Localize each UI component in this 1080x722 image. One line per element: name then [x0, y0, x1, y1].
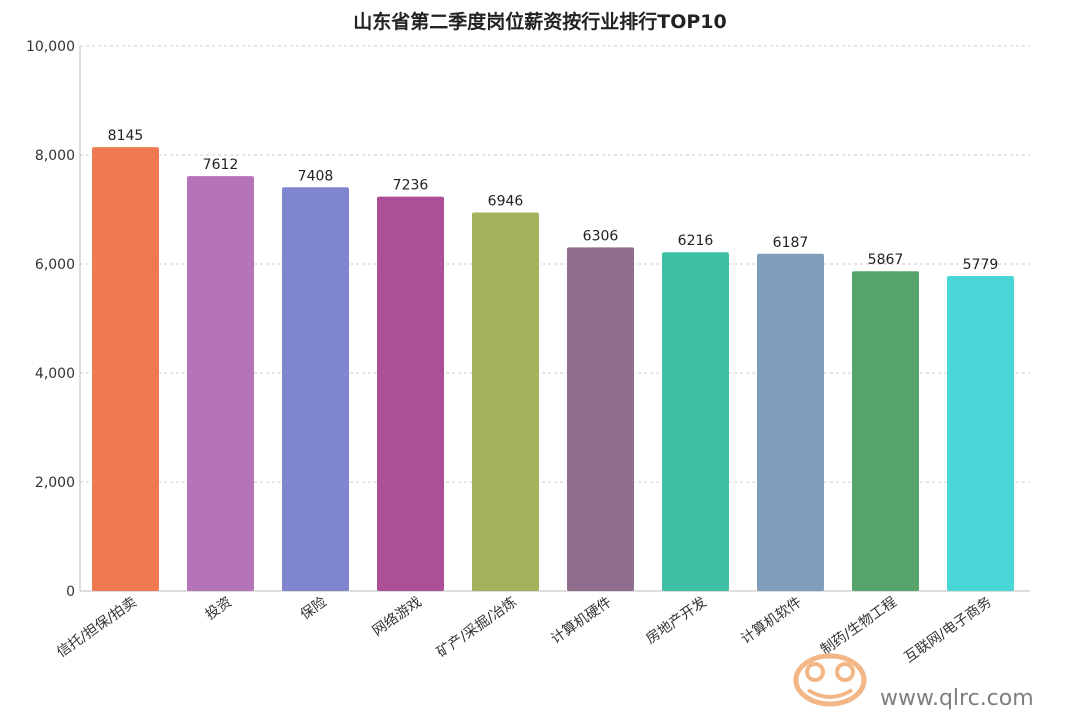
x-tick-label: 矿产/采掘/冶炼: [434, 594, 520, 661]
bar: [852, 271, 919, 591]
x-axis-ticks: 信托/担保/拍卖 投资 保险 网络游戏 矿产/采掘/冶炼 计算机硬件 房地产开发 计算机软件制…: [54, 594, 995, 666]
data-label: 6216: [678, 233, 714, 249]
chart-title: 山东省第二季度岗位薪资按行业排行TOP10: [353, 10, 726, 33]
bar: [947, 276, 1014, 591]
bar: [282, 187, 349, 591]
data-labels: 8145 7612 7408 7236 6946 6306 6216 6187 5867 5779: [108, 128, 999, 273]
data-label: 6946: [488, 193, 524, 209]
x-tick-label: 互联网/电子商务: [901, 594, 994, 666]
x-tick-label: 计算机软件: [738, 594, 805, 647]
bar: [662, 252, 729, 591]
bar: [757, 253, 824, 591]
y-axis-ticks: 0 2,000 4,000 6,000 8,000 10,000: [26, 39, 75, 600]
x-tick-label: 计算机硬件: [548, 594, 615, 647]
x-tick-label: 网络游戏: [370, 594, 425, 639]
y-tick-label: 0: [66, 584, 75, 600]
data-label: 7408: [298, 168, 334, 184]
bar: [567, 247, 634, 591]
data-label: 7612: [203, 157, 239, 173]
y-tick-label: 8,000: [35, 148, 75, 164]
data-label: 5779: [963, 257, 999, 273]
data-label: 7236: [393, 178, 429, 194]
y-tick-label: 6,000: [35, 257, 75, 273]
data-label: 8145: [108, 128, 144, 144]
x-tick-label: 房地产开发: [643, 594, 710, 647]
watermark-url: www.qlrc.com: [880, 686, 1034, 711]
bar: [472, 212, 539, 591]
data-label: 5867: [868, 252, 904, 268]
data-label: 6187: [773, 235, 809, 251]
bars: [92, 147, 1014, 591]
watermark-logo: www.qlrc.com: [793, 653, 1034, 711]
x-tick-label: 投资: [203, 594, 235, 623]
y-tick-label: 2,000: [35, 475, 75, 491]
x-tick-label: 信托/担保/拍卖: [54, 594, 140, 661]
bar: [92, 147, 159, 591]
data-label: 6306: [583, 228, 619, 244]
y-tick-label: 4,000: [35, 366, 75, 382]
bar: [187, 176, 254, 591]
x-tick-label: 保险: [298, 594, 330, 623]
y-tick-label: 10,000: [26, 39, 75, 55]
bar: [377, 196, 444, 591]
x-tick-label: 制药/生物工程: [818, 594, 900, 658]
